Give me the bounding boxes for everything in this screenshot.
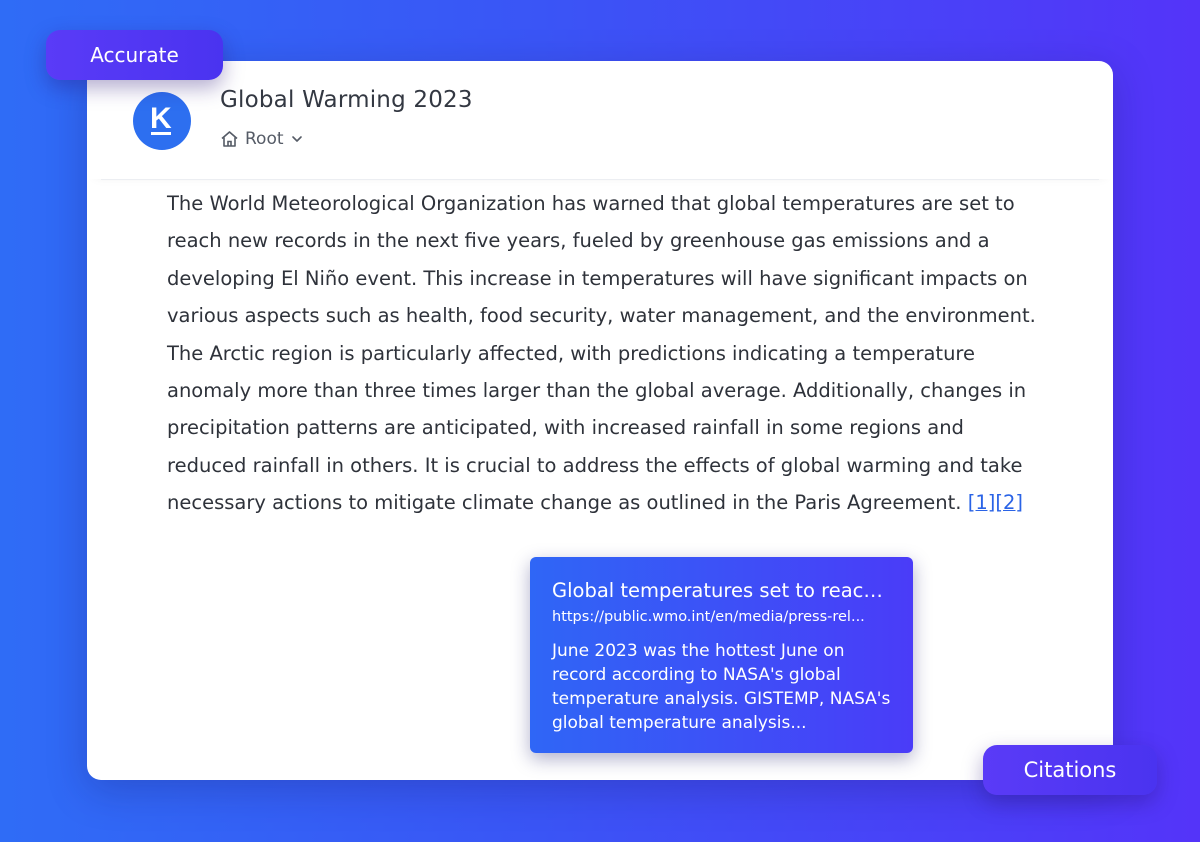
citation-popup[interactable]: Global temperatures set to reach... http… bbox=[530, 557, 913, 753]
citation-url[interactable]: https://public.wmo.int/en/media/press-re… bbox=[552, 609, 865, 625]
chevron-down-icon[interactable] bbox=[290, 132, 304, 146]
breadcrumb-root-label: Root bbox=[245, 129, 284, 149]
citations-badge: Citations bbox=[983, 745, 1157, 795]
header-divider bbox=[101, 179, 1099, 180]
svg-text:K: K bbox=[150, 102, 172, 135]
home-icon bbox=[220, 130, 239, 148]
k-logo-icon: K bbox=[148, 101, 176, 141]
page-title: Global Warming 2023 bbox=[220, 87, 473, 113]
document-header: K Global Warming 2023 Root bbox=[87, 61, 1113, 179]
breadcrumb[interactable]: Root bbox=[220, 129, 304, 149]
citation-links[interactable]: [1][2] bbox=[967, 491, 1023, 515]
accurate-badge: Accurate bbox=[46, 30, 223, 80]
document-body-text: The World Meteorological Organization ha… bbox=[167, 192, 1036, 515]
document-body: The World Meteorological Organization ha… bbox=[167, 185, 1047, 522]
avatar[interactable]: K bbox=[133, 92, 191, 150]
citation-title[interactable]: Global temperatures set to reach... bbox=[552, 579, 891, 602]
citation-snippet: June 2023 was the hottest June on record… bbox=[552, 641, 891, 733]
